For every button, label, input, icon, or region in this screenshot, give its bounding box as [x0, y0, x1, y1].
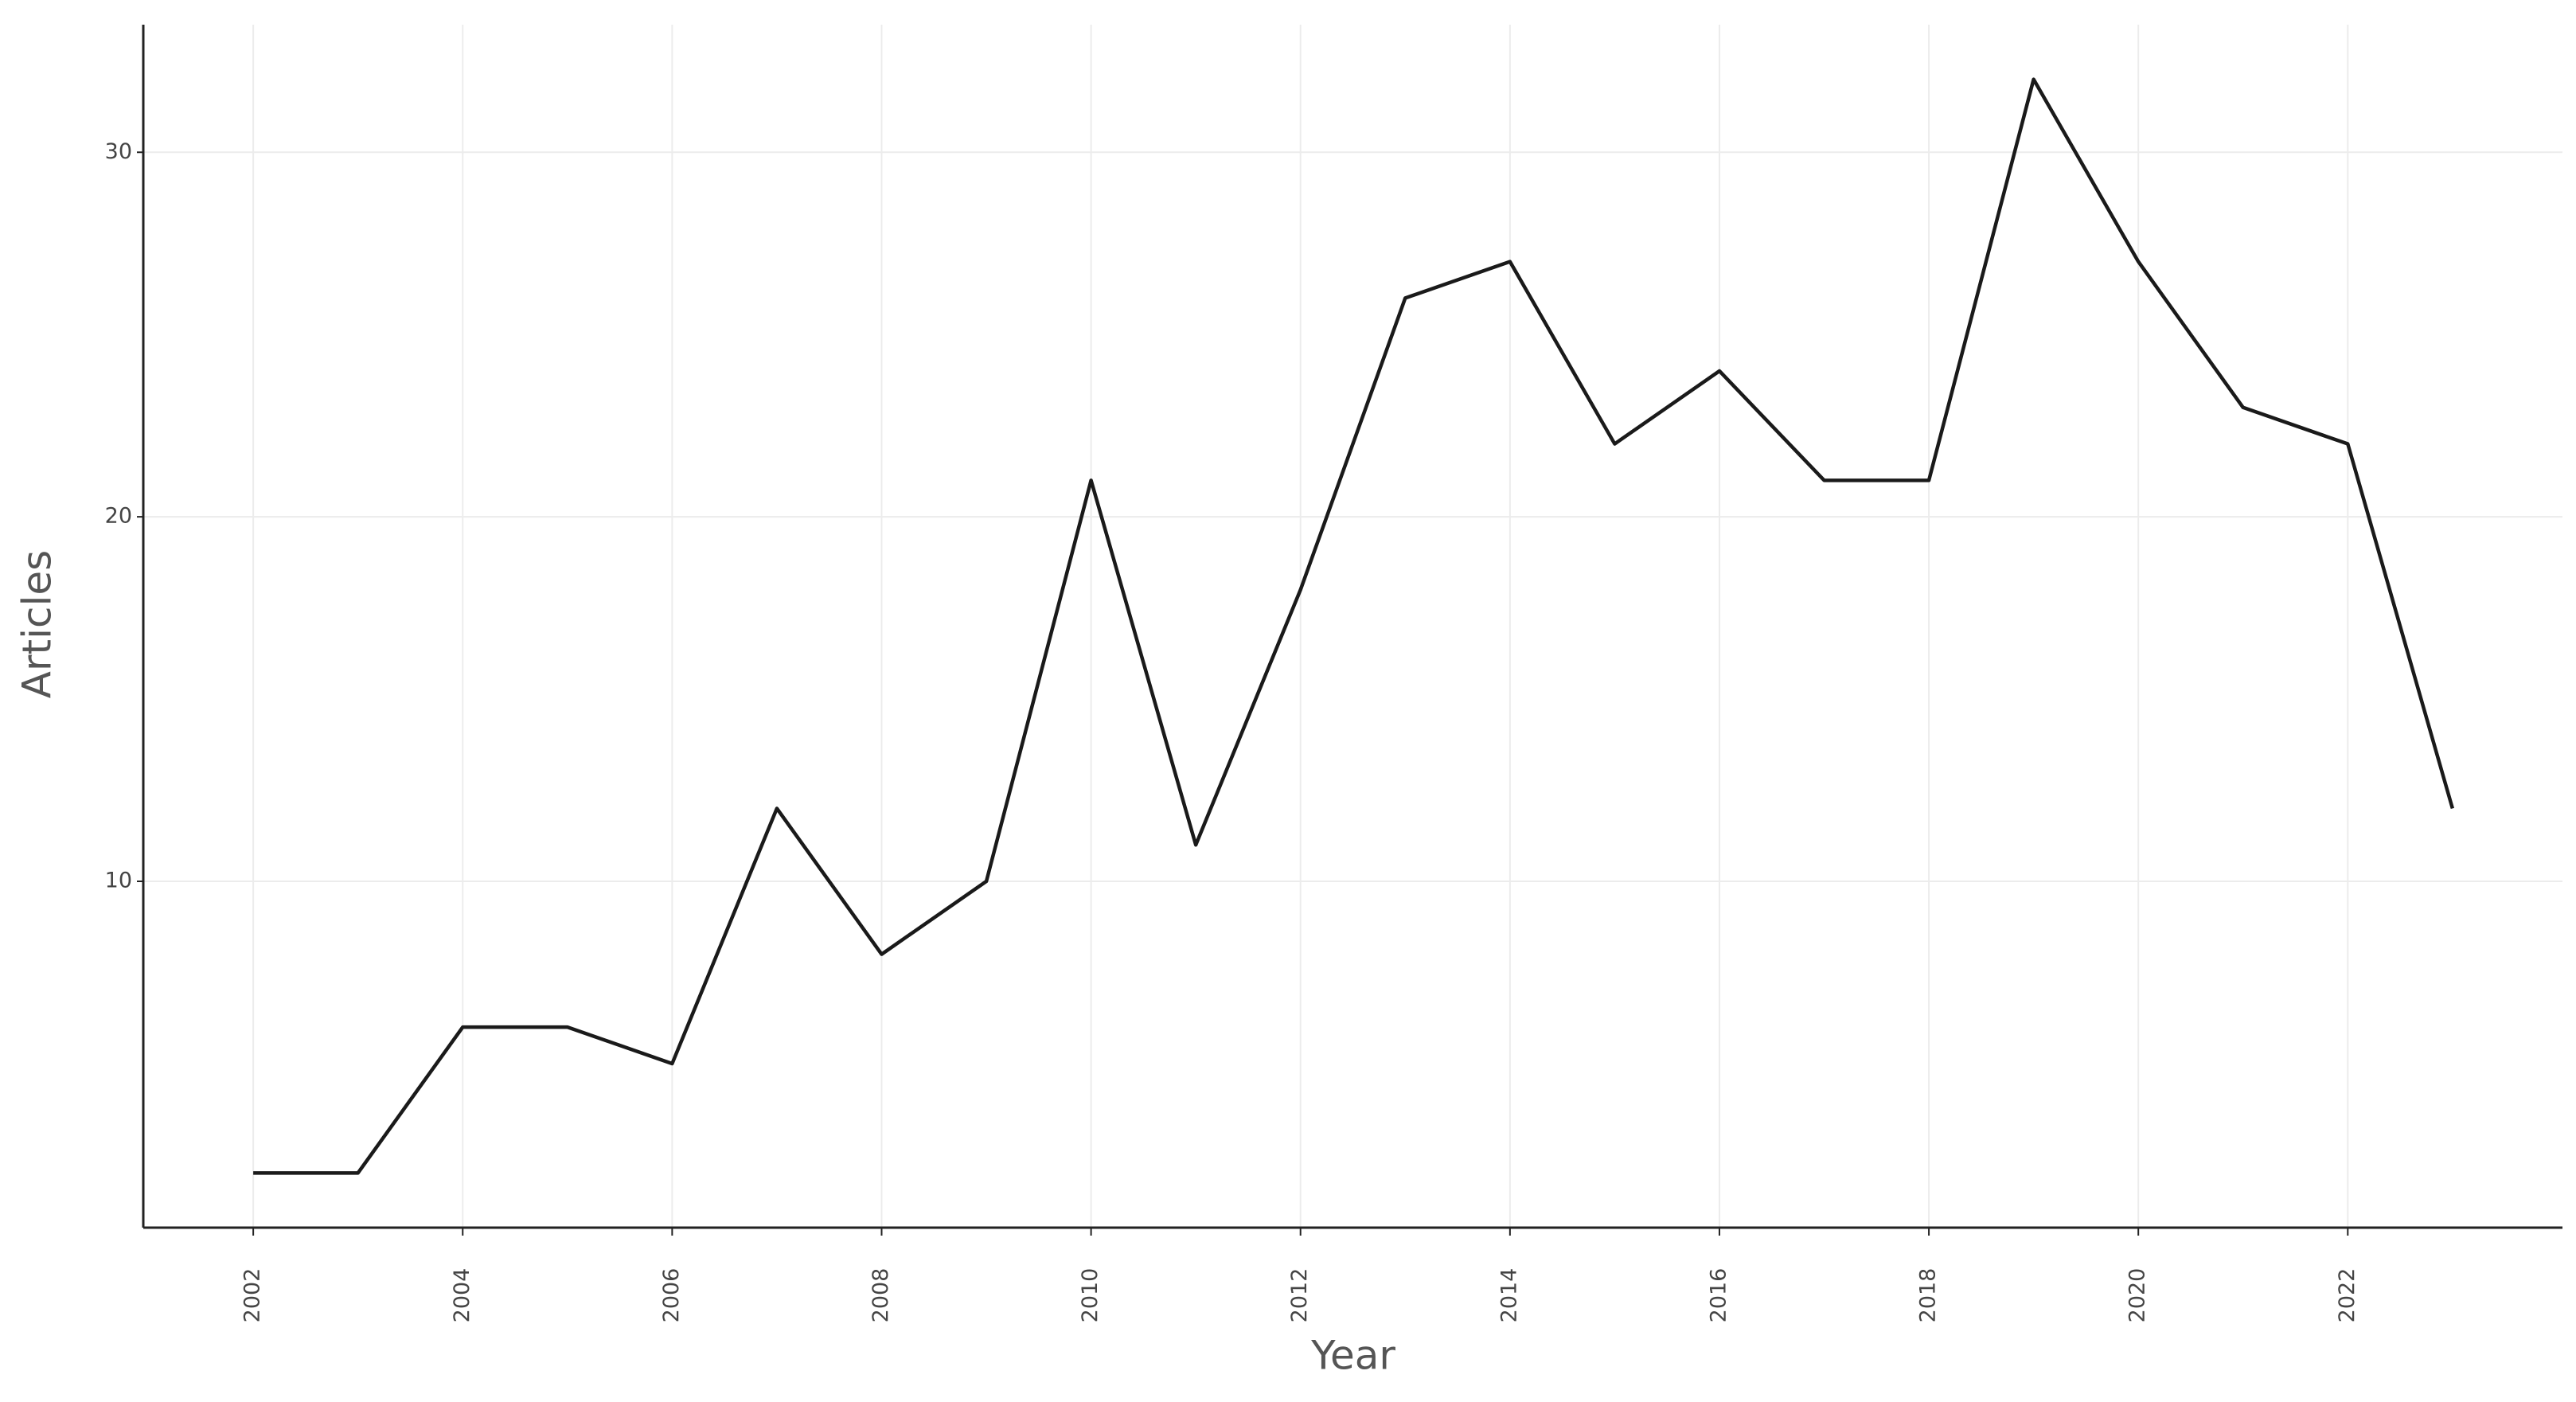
x-tick-label: 2012	[1287, 1268, 1312, 1323]
x-tick-label: 2020	[2125, 1268, 2150, 1323]
y-axis-title: Articles	[14, 550, 60, 698]
y-tick-label: 10	[105, 869, 132, 893]
x-tick-label: 2010	[1078, 1268, 1103, 1323]
x-tick-label: 2002	[240, 1268, 265, 1323]
x-tick-label: 2006	[659, 1268, 684, 1323]
x-tick-label: 2016	[1706, 1268, 1731, 1323]
x-tick-label: 2004	[450, 1268, 474, 1323]
x-tick-label: 2018	[1916, 1268, 1941, 1323]
data-line	[253, 77, 2455, 1175]
y-tick-label: 20	[105, 504, 132, 529]
x-tick-label: 2014	[1497, 1268, 1521, 1323]
x-tick-label: 2008	[868, 1268, 893, 1323]
x-tick-label: 2022	[2335, 1268, 2359, 1323]
x-axis-title: Year	[1310, 1333, 1395, 1379]
y-tick-label: 30	[105, 139, 132, 164]
